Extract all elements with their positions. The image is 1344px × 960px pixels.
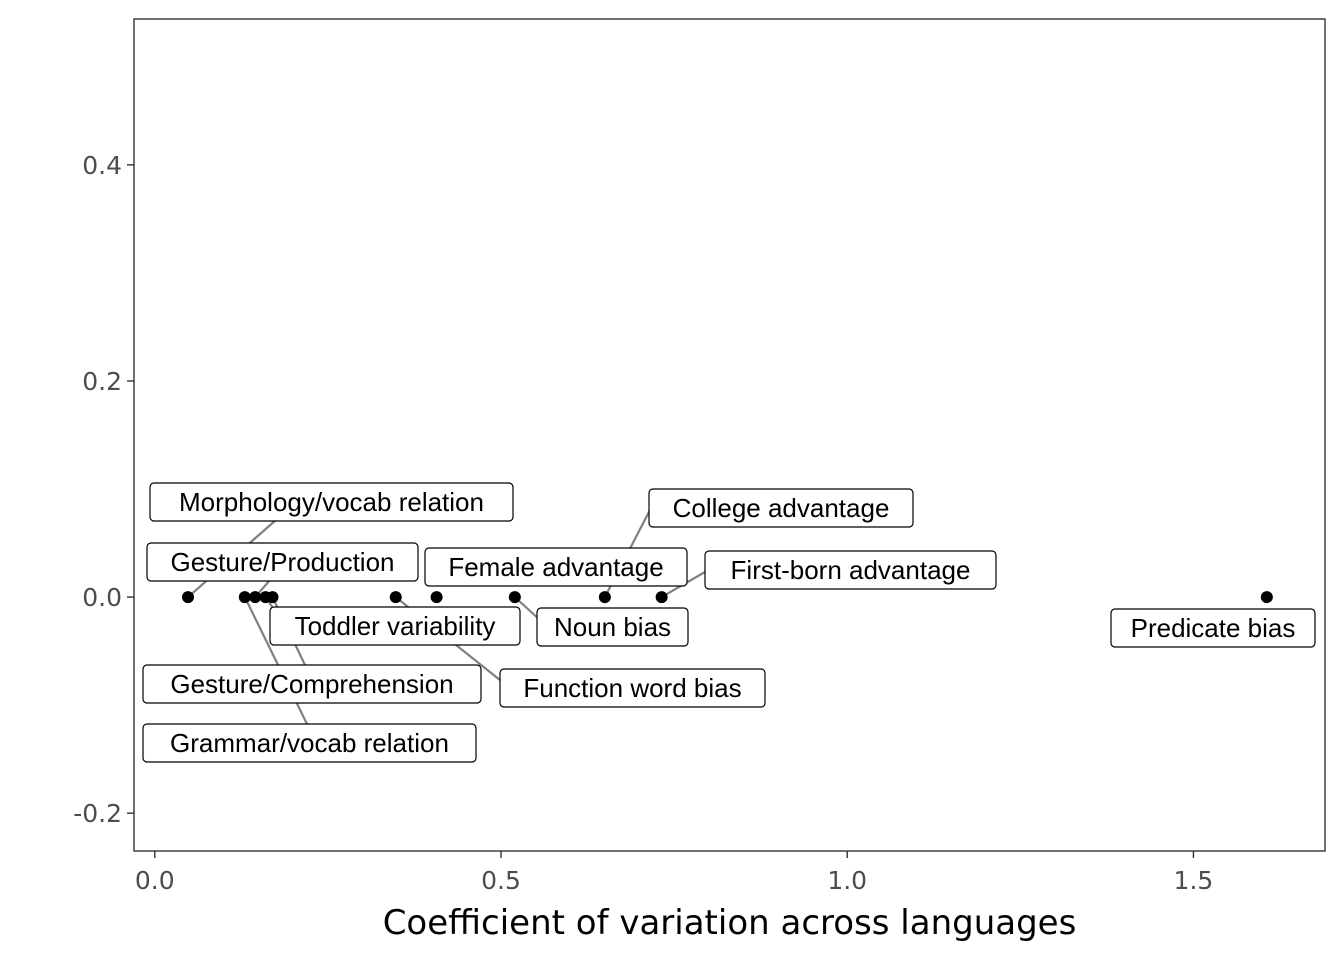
plot-panel-group (133, 18, 1326, 852)
data-point (249, 591, 262, 604)
data-points (182, 591, 1273, 604)
point-label-box (269, 606, 521, 646)
y-axis: -0.2 0.0 0.2 0.4 (73, 151, 134, 828)
x-axis: 0.0 0.5 1.0 1.5 (135, 851, 1213, 895)
y-tick-label: 0.2 (82, 367, 122, 396)
point-label-box (142, 723, 477, 763)
point-label: Grammar/vocab relation (170, 728, 449, 758)
x-tick-label: 1.0 (827, 866, 867, 895)
plot-panel (133, 18, 1326, 852)
x-axis-title: Coefficient of variation across language… (383, 903, 1077, 943)
data-point (182, 591, 195, 604)
point-label-box (648, 488, 914, 528)
x-tick-label: 1.5 (1174, 866, 1214, 895)
point-label-box (536, 607, 689, 647)
data-point (1260, 591, 1273, 604)
point-labels: Morphology/vocab relation Gesture/Product… (142, 482, 1316, 763)
x-tick-label: 0.0 (135, 866, 175, 895)
y-tick-label: 0.0 (82, 583, 122, 612)
point-label-box (424, 547, 688, 587)
data-point (238, 591, 251, 604)
data-point (508, 591, 521, 604)
point-label: Noun bias (554, 612, 671, 642)
y-tick-label: 0.4 (82, 151, 122, 180)
x-tick-label: 0.5 (481, 866, 521, 895)
data-point (655, 591, 668, 604)
data-point (598, 591, 611, 604)
point-label-box (146, 542, 419, 582)
point-label-box (142, 664, 482, 704)
point-label: Gesture/Comprehension (170, 669, 453, 699)
point-label-box (704, 550, 997, 590)
data-point (259, 591, 272, 604)
point-label-box (149, 482, 514, 522)
data-point (389, 591, 402, 604)
point-label: First-born advantage (731, 555, 971, 585)
point-label: Function word bias (523, 673, 741, 703)
point-label: Female advantage (448, 552, 663, 582)
point-label: College advantage (673, 493, 890, 523)
point-label-box (1110, 608, 1316, 648)
point-label-box (499, 668, 766, 708)
point-label: Toddler variability (295, 611, 496, 641)
point-label: Gesture/Production (170, 547, 394, 577)
data-point (430, 591, 443, 604)
y-tick-label: -0.2 (73, 799, 122, 828)
point-label: Predicate bias (1131, 613, 1296, 643)
point-label: Morphology/vocab relation (179, 487, 484, 517)
